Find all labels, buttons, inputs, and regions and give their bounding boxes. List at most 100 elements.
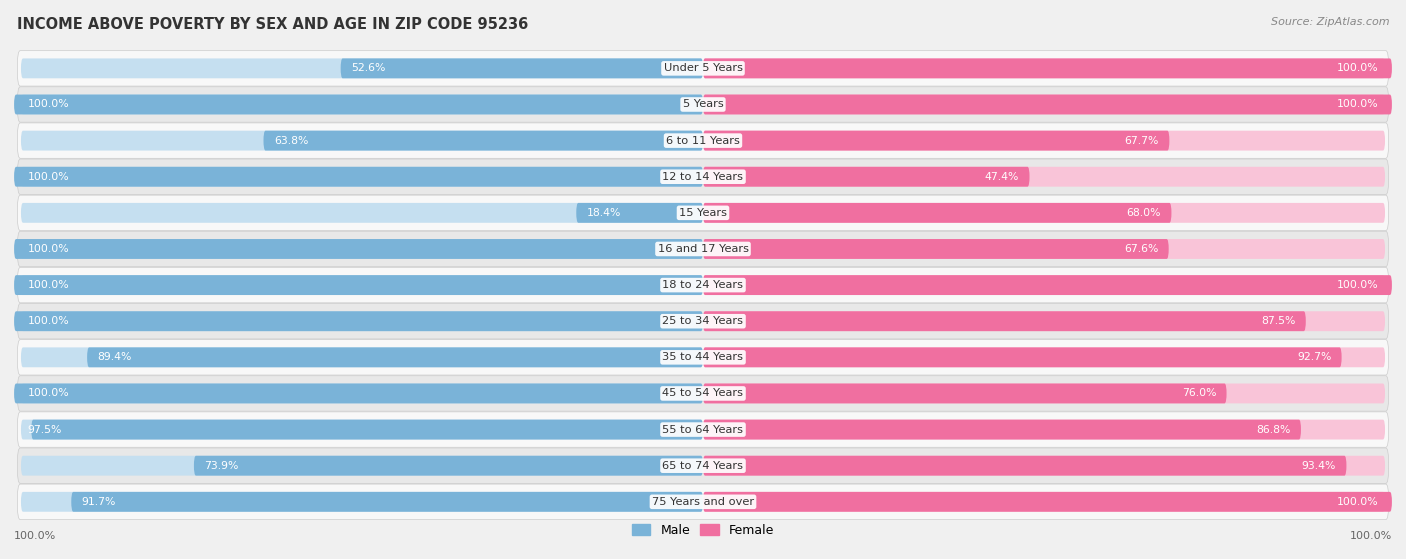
FancyBboxPatch shape — [14, 275, 703, 295]
Text: 89.4%: 89.4% — [97, 352, 132, 362]
Text: 55 to 64 Years: 55 to 64 Years — [662, 425, 744, 434]
FancyBboxPatch shape — [17, 340, 1389, 375]
FancyBboxPatch shape — [17, 376, 1389, 411]
Text: 45 to 54 Years: 45 to 54 Years — [662, 389, 744, 399]
FancyBboxPatch shape — [17, 123, 1389, 158]
FancyBboxPatch shape — [14, 167, 703, 187]
Text: 47.4%: 47.4% — [984, 172, 1019, 182]
FancyBboxPatch shape — [14, 311, 703, 331]
Text: 75 Years and over: 75 Years and over — [652, 497, 754, 507]
FancyBboxPatch shape — [21, 94, 703, 115]
Text: 12 to 14 Years: 12 to 14 Years — [662, 172, 744, 182]
FancyBboxPatch shape — [703, 131, 1170, 150]
FancyBboxPatch shape — [703, 311, 1306, 331]
Text: 100.0%: 100.0% — [1337, 497, 1378, 507]
Text: 15 Years: 15 Years — [679, 208, 727, 218]
FancyBboxPatch shape — [21, 383, 703, 404]
Text: 52.6%: 52.6% — [352, 63, 385, 73]
Text: 18.4%: 18.4% — [586, 208, 621, 218]
FancyBboxPatch shape — [21, 347, 703, 367]
Text: 18 to 24 Years: 18 to 24 Years — [662, 280, 744, 290]
FancyBboxPatch shape — [17, 87, 1389, 122]
Text: 6 to 11 Years: 6 to 11 Years — [666, 136, 740, 145]
FancyBboxPatch shape — [21, 456, 703, 476]
FancyBboxPatch shape — [703, 383, 1385, 404]
FancyBboxPatch shape — [17, 159, 1389, 195]
FancyBboxPatch shape — [576, 203, 703, 223]
FancyBboxPatch shape — [703, 239, 1385, 259]
FancyBboxPatch shape — [703, 420, 1385, 439]
Text: 63.8%: 63.8% — [274, 136, 308, 145]
Text: 100.0%: 100.0% — [28, 389, 69, 399]
FancyBboxPatch shape — [21, 203, 703, 223]
FancyBboxPatch shape — [17, 448, 1389, 484]
FancyBboxPatch shape — [194, 456, 703, 476]
FancyBboxPatch shape — [17, 412, 1389, 447]
FancyBboxPatch shape — [263, 131, 703, 150]
Text: 87.5%: 87.5% — [1261, 316, 1295, 326]
FancyBboxPatch shape — [340, 59, 703, 78]
FancyBboxPatch shape — [72, 492, 703, 511]
FancyBboxPatch shape — [703, 94, 1385, 115]
FancyBboxPatch shape — [703, 492, 1385, 511]
FancyBboxPatch shape — [21, 311, 703, 331]
Text: 86.8%: 86.8% — [1257, 425, 1291, 434]
FancyBboxPatch shape — [14, 383, 703, 404]
Text: 93.4%: 93.4% — [1302, 461, 1336, 471]
Text: INCOME ABOVE POVERTY BY SEX AND AGE IN ZIP CODE 95236: INCOME ABOVE POVERTY BY SEX AND AGE IN Z… — [17, 17, 529, 32]
FancyBboxPatch shape — [21, 275, 703, 295]
Text: Under 5 Years: Under 5 Years — [664, 63, 742, 73]
Text: 100.0%: 100.0% — [1337, 63, 1378, 73]
Text: 65 to 74 Years: 65 to 74 Years — [662, 461, 744, 471]
FancyBboxPatch shape — [703, 167, 1029, 187]
FancyBboxPatch shape — [21, 492, 703, 511]
FancyBboxPatch shape — [703, 347, 1385, 367]
FancyBboxPatch shape — [31, 420, 703, 439]
Text: 76.0%: 76.0% — [1182, 389, 1216, 399]
FancyBboxPatch shape — [703, 456, 1385, 476]
Text: 100.0%: 100.0% — [1337, 280, 1378, 290]
Text: 100.0%: 100.0% — [14, 530, 56, 541]
FancyBboxPatch shape — [703, 456, 1347, 476]
FancyBboxPatch shape — [703, 94, 1392, 115]
Text: 100.0%: 100.0% — [28, 172, 69, 182]
FancyBboxPatch shape — [17, 304, 1389, 339]
FancyBboxPatch shape — [703, 131, 1385, 150]
Text: 100.0%: 100.0% — [28, 316, 69, 326]
FancyBboxPatch shape — [703, 203, 1171, 223]
Text: 68.0%: 68.0% — [1126, 208, 1161, 218]
FancyBboxPatch shape — [21, 239, 703, 259]
FancyBboxPatch shape — [703, 59, 1385, 78]
FancyBboxPatch shape — [703, 383, 1226, 404]
Text: 16 and 17 Years: 16 and 17 Years — [658, 244, 748, 254]
FancyBboxPatch shape — [21, 131, 703, 150]
FancyBboxPatch shape — [17, 195, 1389, 230]
FancyBboxPatch shape — [21, 167, 703, 187]
FancyBboxPatch shape — [21, 420, 703, 439]
Text: 67.7%: 67.7% — [1125, 136, 1159, 145]
FancyBboxPatch shape — [17, 267, 1389, 303]
FancyBboxPatch shape — [17, 51, 1389, 86]
Text: 97.5%: 97.5% — [28, 425, 62, 434]
Text: Source: ZipAtlas.com: Source: ZipAtlas.com — [1271, 17, 1389, 27]
FancyBboxPatch shape — [14, 239, 703, 259]
FancyBboxPatch shape — [14, 94, 703, 115]
Legend: Male, Female: Male, Female — [627, 519, 779, 542]
FancyBboxPatch shape — [87, 347, 703, 367]
FancyBboxPatch shape — [703, 167, 1385, 187]
FancyBboxPatch shape — [703, 239, 1168, 259]
Text: 25 to 34 Years: 25 to 34 Years — [662, 316, 744, 326]
FancyBboxPatch shape — [21, 59, 703, 78]
Text: 5 Years: 5 Years — [683, 100, 723, 110]
FancyBboxPatch shape — [703, 492, 1392, 511]
Text: 100.0%: 100.0% — [28, 244, 69, 254]
FancyBboxPatch shape — [703, 59, 1392, 78]
Text: 91.7%: 91.7% — [82, 497, 115, 507]
Text: 100.0%: 100.0% — [1337, 100, 1378, 110]
FancyBboxPatch shape — [703, 275, 1392, 295]
FancyBboxPatch shape — [703, 203, 1385, 223]
Text: 100.0%: 100.0% — [1350, 530, 1392, 541]
FancyBboxPatch shape — [17, 231, 1389, 267]
Text: 67.6%: 67.6% — [1123, 244, 1159, 254]
FancyBboxPatch shape — [703, 420, 1301, 439]
